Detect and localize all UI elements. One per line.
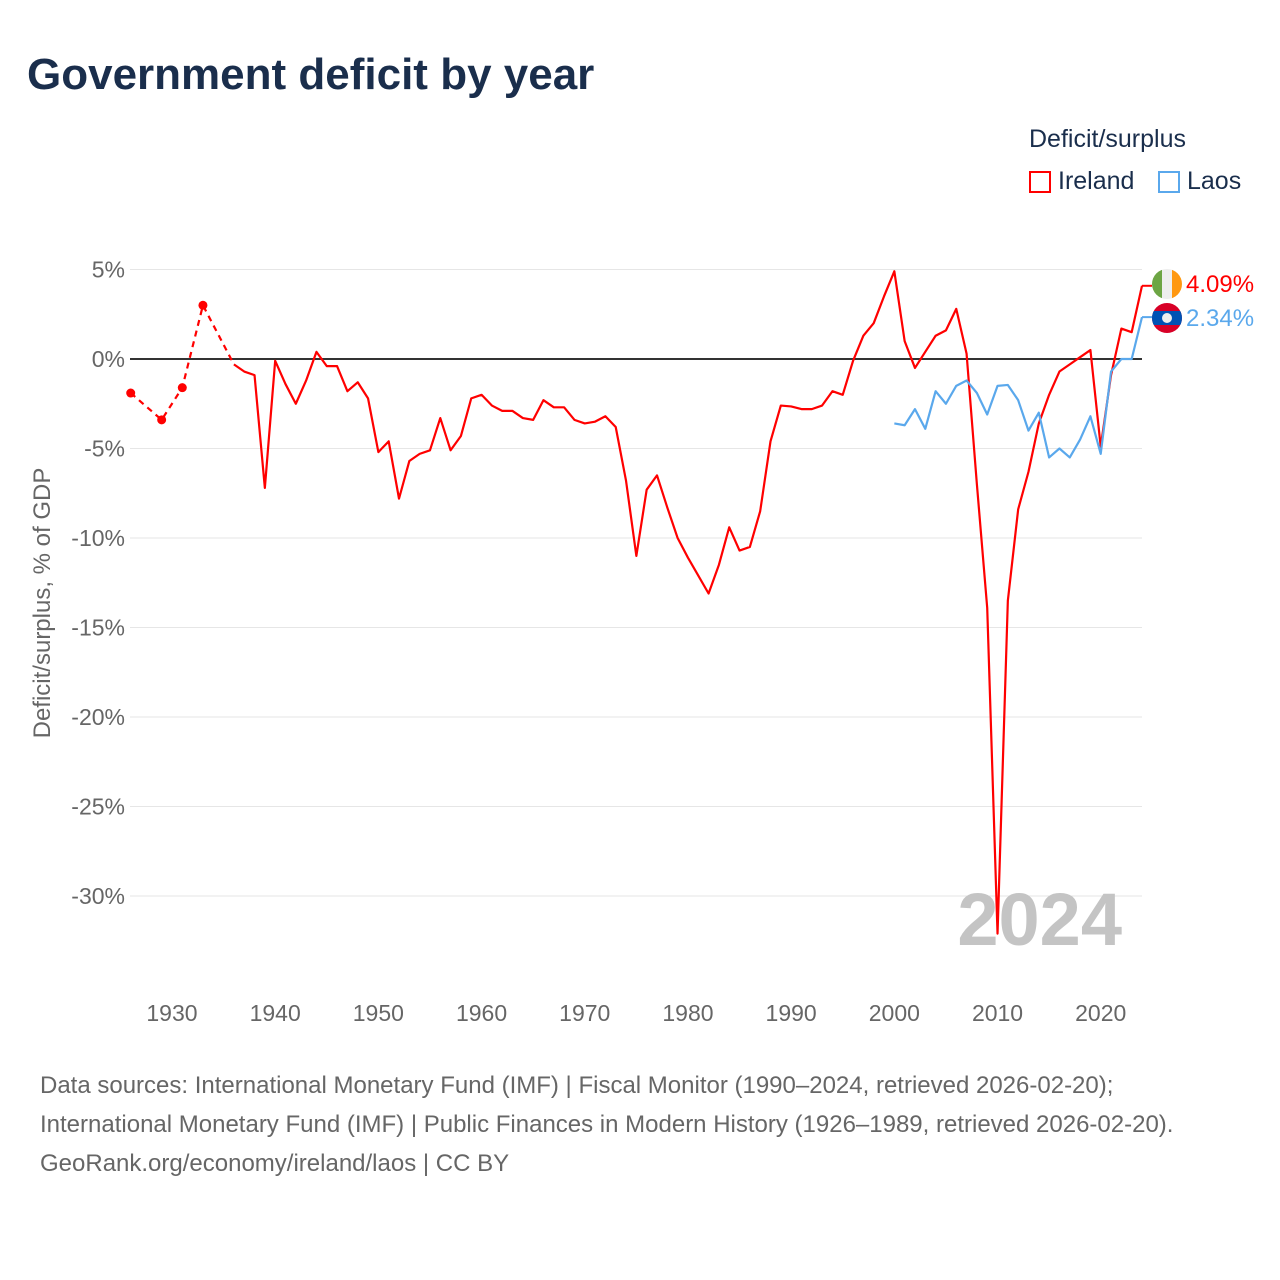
- legend-swatch-laos: [1158, 170, 1180, 193]
- x-tick-label: 1980: [662, 1000, 713, 1026]
- legend-swatch-ireland: [1029, 170, 1051, 193]
- year-watermark: 2024: [957, 878, 1122, 961]
- source-link[interactable]: GeoRank.org/economy/ireland/laos | CC BY: [40, 1150, 510, 1177]
- laos-flag-icon: [1152, 303, 1182, 333]
- source-text: Data sources: International Monetary Fun…: [40, 1072, 1174, 1138]
- x-tick-label: 1950: [353, 1000, 404, 1026]
- ireland-dashed-line: [129, 302, 235, 422]
- y-tick-label: 0%: [92, 346, 125, 372]
- ireland-data-point: [198, 300, 208, 310]
- laos-line: [894, 316, 1144, 459]
- laos-end-label: 2.34%: [1186, 305, 1254, 332]
- x-tick-label: 1930: [146, 1000, 197, 1026]
- x-tick-label: 2020: [1075, 1000, 1126, 1026]
- y-axis-label: Deficit/surplus, % of GDP: [29, 468, 56, 739]
- ireland-flag-icon: [1152, 269, 1182, 299]
- ireland-data-point: [177, 383, 187, 393]
- ireland-line: [233, 270, 1144, 935]
- y-tick-label: -10%: [71, 525, 125, 551]
- x-tick-label: 2010: [972, 1000, 1023, 1026]
- ireland-data-point: [157, 415, 167, 425]
- legend-title: Deficit/surplus: [1029, 125, 1186, 153]
- legend-item-ireland[interactable]: Ireland: [1029, 167, 1134, 196]
- chart-title: Government deficit by year: [27, 50, 595, 99]
- ireland-data-point: [126, 388, 136, 398]
- x-tick-label: 1940: [250, 1000, 301, 1026]
- legend-label-laos: Laos: [1187, 167, 1242, 195]
- ireland-end-label: 4.09%: [1186, 271, 1254, 298]
- plot-area: 5% 0% -5% -10% -15% -20% -25% -30% 1930 1940 1950 1…: [29, 257, 1254, 1027]
- legend-label-ireland: Ireland: [1058, 167, 1135, 195]
- x-tick-label: 1960: [456, 1000, 507, 1026]
- x-tick-label: 2000: [869, 1000, 920, 1026]
- y-tick-label: -30%: [71, 883, 125, 909]
- y-tick-label: 5%: [92, 257, 125, 283]
- y-tick-label: -5%: [84, 436, 125, 462]
- y-tick-label: -15%: [71, 615, 125, 641]
- y-tick-label: -25%: [71, 794, 125, 820]
- source-note: Data sources: International Monetary Fun…: [40, 1066, 1240, 1183]
- legend-item-laos[interactable]: Laos: [1158, 167, 1241, 196]
- x-tick-label: 1990: [766, 1000, 817, 1026]
- y-tick-label: -20%: [71, 704, 125, 730]
- x-tick-label: 1970: [559, 1000, 610, 1026]
